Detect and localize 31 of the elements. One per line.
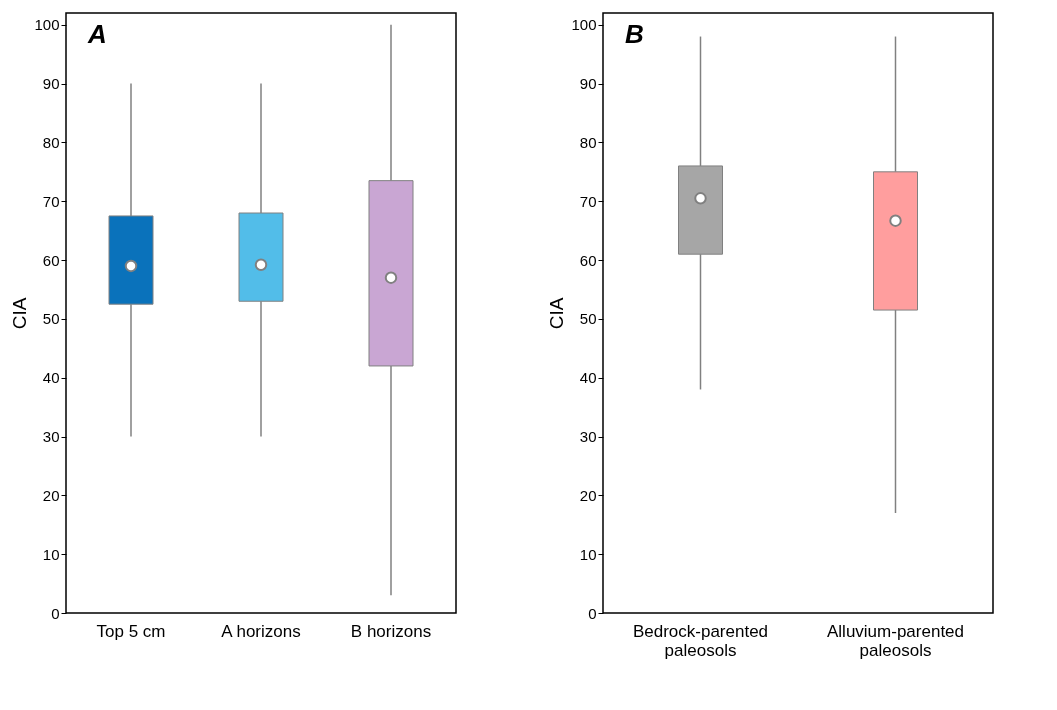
y-tick-label: 10	[579, 545, 597, 563]
y-tick-label: 50	[579, 310, 597, 328]
y-tick-label: 30	[579, 428, 597, 446]
y-tick-label: 80	[42, 133, 60, 151]
y-tick-label: 90	[579, 75, 597, 93]
y-tick-label: 100	[34, 16, 60, 34]
y-tick-label: 50	[42, 310, 60, 328]
y-tick-label: 20	[42, 486, 60, 504]
y-tick-label: 0	[588, 604, 597, 622]
x-tick-label: B horizons	[350, 621, 432, 641]
y-tick-label: 40	[579, 369, 597, 387]
y-tick-label: 100	[571, 16, 597, 34]
annotation: A	[87, 19, 107, 49]
x-tick-label: A horizons	[221, 621, 301, 641]
y-axis-title: CIA	[546, 297, 568, 330]
y-tick-label: 20	[579, 486, 597, 504]
y-axis-title: CIA	[9, 297, 31, 330]
x-tick-label: Alluvium-parented paleosols	[826, 621, 965, 660]
y-tick-label: 60	[42, 251, 60, 269]
x-tick-label: Top 5 cm	[96, 621, 166, 641]
y-tick-label: 90	[42, 75, 60, 93]
y-tick-label: 60	[579, 251, 597, 269]
y-tick-label: 30	[42, 428, 60, 446]
y-tick-label: 70	[42, 192, 60, 210]
x-tick-label: Bedrock-parented paleosols	[632, 621, 769, 660]
y-tick-label: 80	[579, 133, 597, 151]
y-tick-label: 70	[579, 192, 597, 210]
y-tick-label: 40	[42, 369, 60, 387]
y-tick-label: 0	[51, 604, 60, 622]
y-tick-label: 10	[42, 545, 60, 563]
annotation: B	[625, 19, 644, 49]
